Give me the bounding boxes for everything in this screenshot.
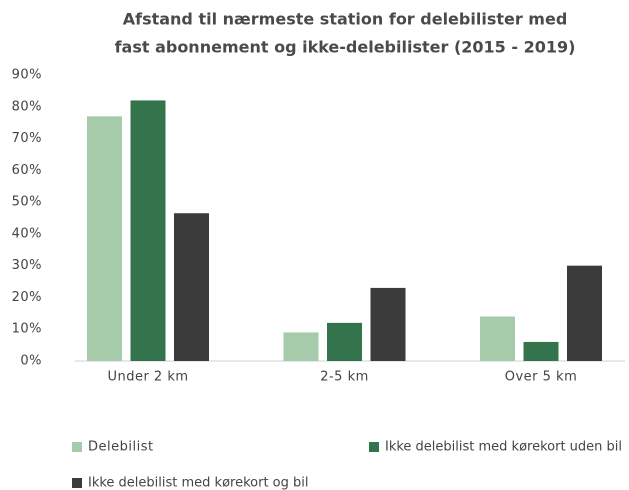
bar [87,116,122,361]
chart-title: Afstand til nærmeste station for delebil… [123,10,568,29]
legend-swatch [72,478,82,488]
bar [130,100,166,361]
y-tick-label: 10% [12,322,42,337]
x-tick-label: Over 5 km [505,370,578,385]
x-tick-label: 2-5 km [320,370,369,385]
legend-label: Ikke delebilist med kørekort uden bil [385,440,622,455]
legend-swatch [72,442,82,452]
y-tick-label: 30% [12,258,42,273]
y-tick-label: 20% [12,290,42,305]
y-tick-label: 50% [12,195,42,210]
legend-swatch [369,442,379,452]
y-tick-label: 0% [20,354,42,369]
y-tick-label: 40% [12,226,42,241]
y-tick-label: 60% [12,163,42,178]
legend-label: Delebilist [88,440,154,455]
x-tick-label: Under 2 km [107,370,188,385]
y-tick-label: 80% [12,99,42,114]
bar [523,341,559,361]
bar [370,287,406,361]
legend-label: Ikke delebilist med kørekort og bil [88,476,309,490]
bar [567,265,602,361]
bar [174,213,209,361]
chart-title: fast abonnement og ikke-delebilister (20… [115,38,576,57]
bar [480,316,515,361]
bar [283,332,319,361]
y-tick-label: 70% [12,131,42,146]
bar [327,322,362,361]
y-tick-label: 90% [12,68,42,83]
